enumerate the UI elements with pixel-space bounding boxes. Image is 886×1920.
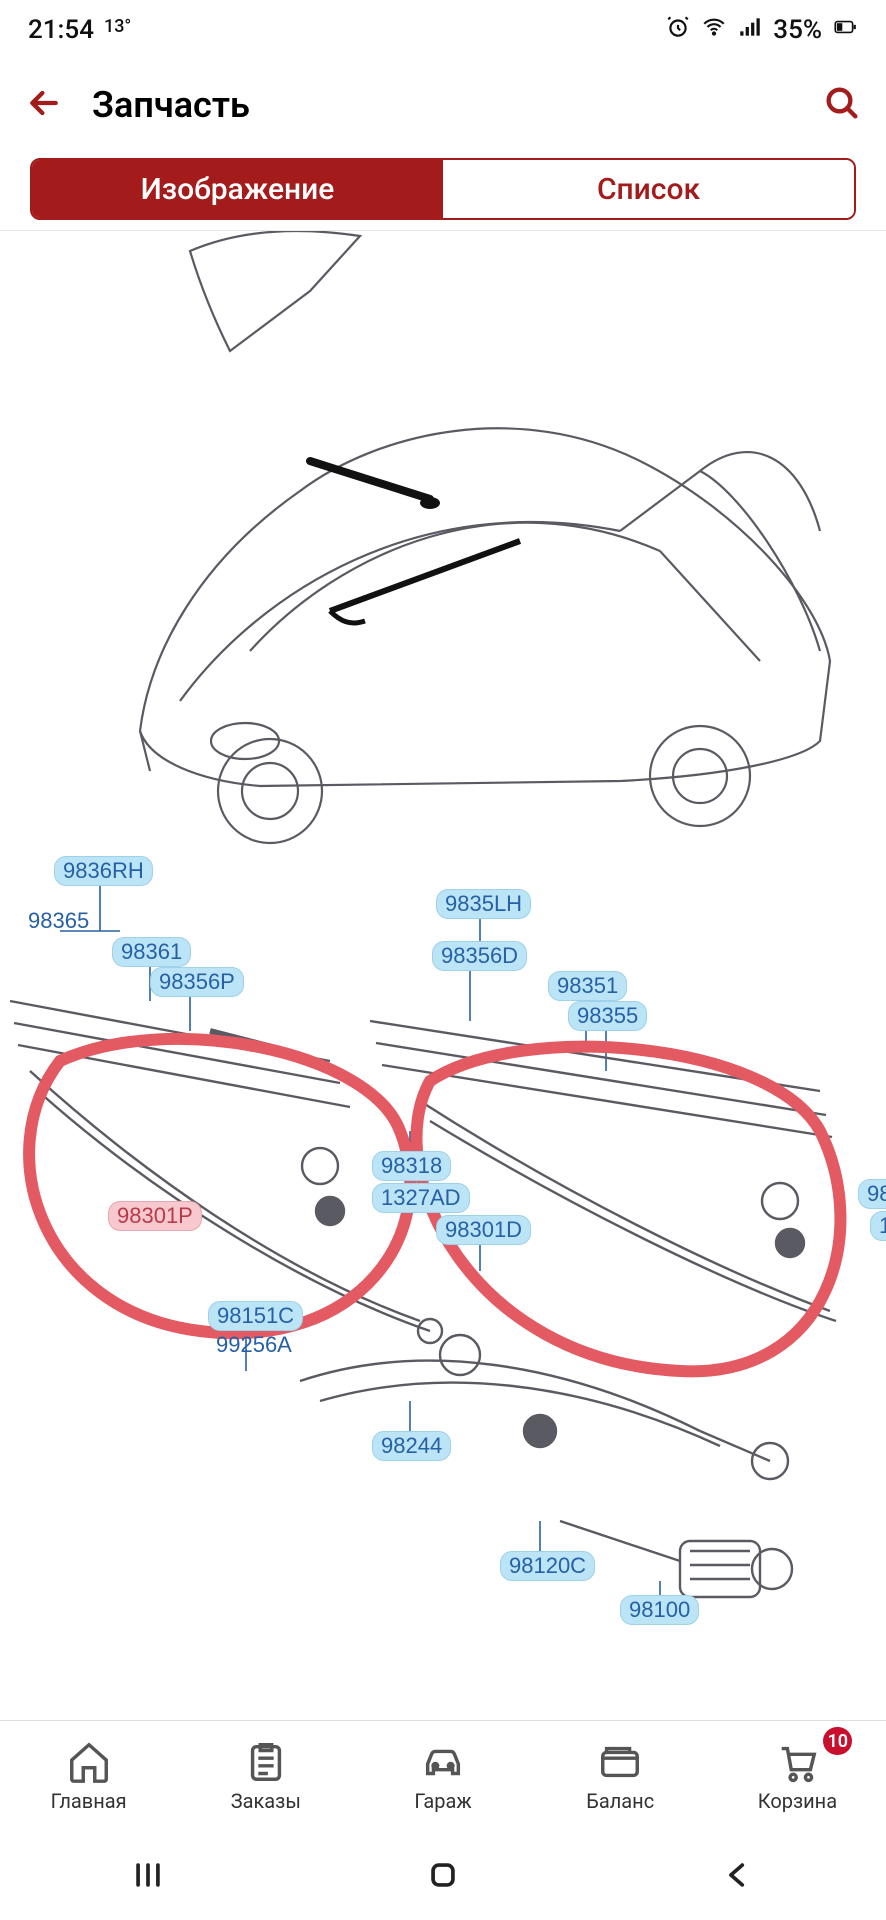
nav-cart[interactable]: 10 Корзина bbox=[709, 1721, 886, 1830]
wifi-icon bbox=[701, 14, 727, 47]
system-nav bbox=[0, 1830, 886, 1920]
part-label-98361[interactable]: 98361 bbox=[112, 937, 191, 967]
part-label-9835LH[interactable]: 9835LH bbox=[436, 889, 531, 919]
tab-list[interactable]: Список bbox=[443, 160, 854, 218]
search-button[interactable] bbox=[822, 83, 862, 127]
sys-back[interactable] bbox=[721, 1858, 755, 1892]
app-bar: Запчасть bbox=[0, 60, 886, 150]
part-label-98365[interactable]: 98365 bbox=[20, 907, 97, 935]
part-label-98356P[interactable]: 98356P bbox=[150, 967, 244, 997]
part-label-98100[interactable]: 98100 bbox=[620, 1595, 699, 1625]
part-label-9836RH[interactable]: 9836RH bbox=[54, 856, 153, 886]
part-label-1327AD[interactable]: 1327AD bbox=[372, 1183, 470, 1213]
part-label-98[interactable]: 98 bbox=[858, 1179, 886, 1209]
diagram-svg bbox=[0, 231, 886, 1750]
status-time: 21:54 bbox=[28, 15, 94, 45]
nav-balance[interactable]: Баланс bbox=[532, 1721, 709, 1830]
nav-garage[interactable]: Гараж bbox=[354, 1721, 531, 1830]
status-right: 35% bbox=[665, 14, 858, 47]
part-label-98301D[interactable]: 98301D bbox=[436, 1215, 531, 1245]
nav-balance-label: Баланс bbox=[586, 1789, 654, 1813]
page-title: Запчасть bbox=[92, 84, 794, 126]
view-tabs: Изображение Список bbox=[30, 158, 856, 220]
signal-icon bbox=[737, 14, 763, 47]
nav-cart-label: Корзина bbox=[758, 1789, 837, 1813]
nav-garage-label: Гараж bbox=[414, 1789, 471, 1813]
tab-image[interactable]: Изображение bbox=[32, 160, 443, 218]
status-temp: 13° bbox=[104, 16, 131, 37]
bottom-nav: Главная Заказы Гараж Баланс 10 Корзина bbox=[0, 1720, 886, 1830]
sys-home[interactable] bbox=[426, 1858, 460, 1892]
sys-recents[interactable] bbox=[131, 1858, 165, 1892]
parts-diagram[interactable]: 9836RH983659836198356P9835LH98356D983519… bbox=[0, 230, 886, 1750]
battery-icon bbox=[832, 14, 858, 47]
back-button[interactable] bbox=[24, 83, 64, 127]
nav-orders[interactable]: Заказы bbox=[177, 1721, 354, 1830]
part-label-98301P[interactable]: 98301P bbox=[108, 1201, 202, 1231]
part-label-98151C[interactable]: 98151C bbox=[208, 1301, 303, 1331]
part-label-99256A[interactable]: 99256A bbox=[208, 1331, 300, 1359]
status-bar: 21:54 13° 35% bbox=[0, 0, 886, 60]
nav-home[interactable]: Главная bbox=[0, 1721, 177, 1830]
part-label-1[interactable]: 1 bbox=[870, 1211, 886, 1241]
part-label-98355[interactable]: 98355 bbox=[568, 1001, 647, 1031]
part-label-98351[interactable]: 98351 bbox=[548, 971, 627, 1001]
part-label-98120C[interactable]: 98120C bbox=[500, 1551, 595, 1581]
part-label-98318[interactable]: 98318 bbox=[372, 1151, 451, 1181]
status-left: 21:54 13° bbox=[28, 15, 131, 45]
nav-orders-label: Заказы bbox=[231, 1789, 301, 1813]
part-label-98244[interactable]: 98244 bbox=[372, 1431, 451, 1461]
alarm-icon bbox=[665, 14, 691, 47]
battery-text: 35% bbox=[773, 15, 822, 45]
nav-home-label: Главная bbox=[51, 1789, 127, 1813]
cart-badge: 10 bbox=[823, 1727, 852, 1755]
part-label-98356D[interactable]: 98356D bbox=[432, 941, 527, 971]
